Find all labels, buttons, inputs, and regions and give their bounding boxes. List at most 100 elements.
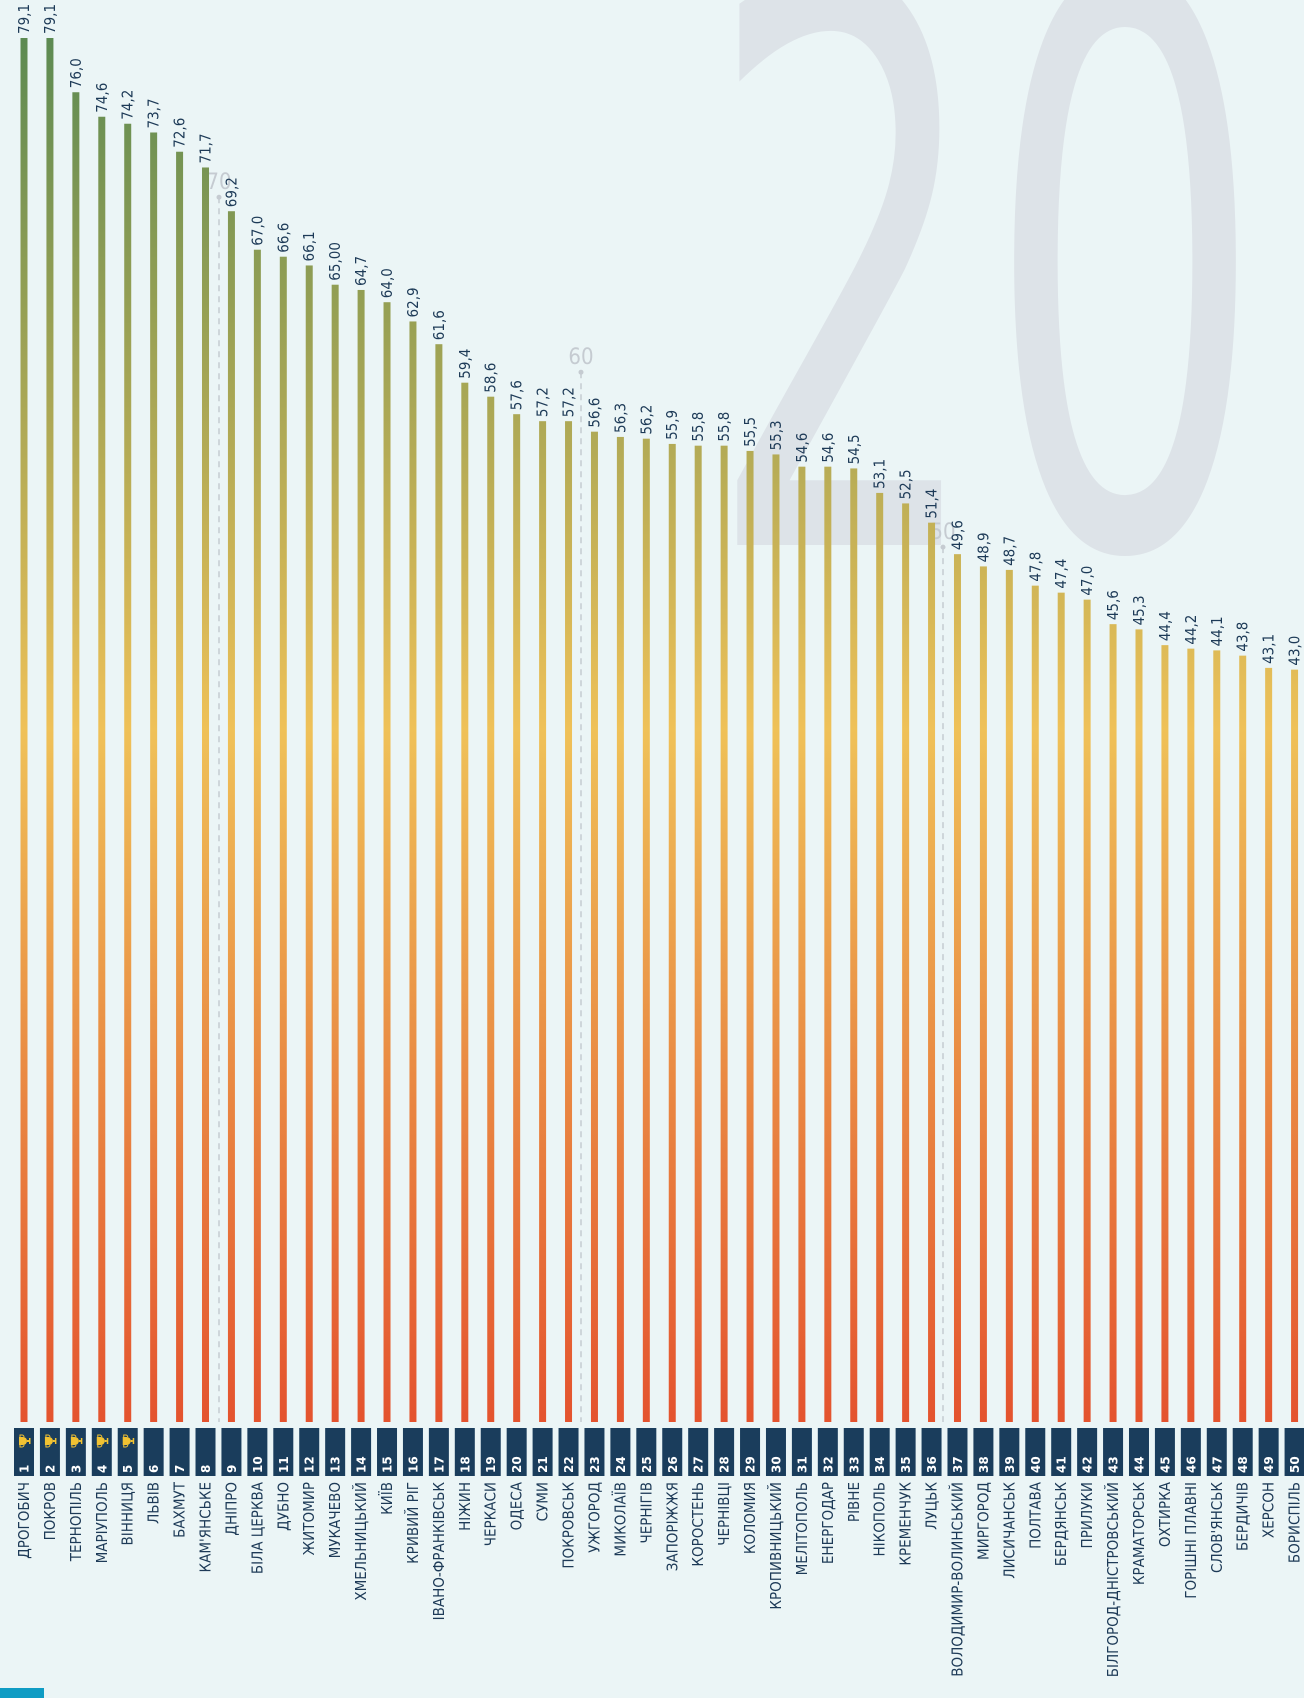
city-label: СУМИ xyxy=(534,1482,552,1521)
rank-number: 4 xyxy=(95,1465,109,1473)
trophy-icon xyxy=(19,1434,31,1448)
rank-number: 17 xyxy=(432,1456,446,1473)
rank-badge xyxy=(1154,1428,1175,1476)
city-label: ДРОГОБИЧ xyxy=(15,1482,33,1559)
city-label: МИКОЛАЇВ xyxy=(610,1482,629,1557)
city-label: НІКОПОЛЬ xyxy=(871,1482,889,1557)
rank-number: 48 xyxy=(1236,1456,1250,1473)
rank-badge xyxy=(402,1428,423,1476)
city-label: ЛИСИЧАНСЬК xyxy=(1000,1482,1018,1579)
city-label: МЕЛІТОПОЛЬ xyxy=(793,1482,811,1575)
corner-accent xyxy=(0,1688,44,1698)
rank-number: 30 xyxy=(769,1456,783,1473)
bar xyxy=(435,344,443,1422)
rank-badge xyxy=(999,1428,1020,1476)
bar xyxy=(1005,569,1013,1422)
rank-number: 13 xyxy=(329,1456,343,1473)
value-label: 74,6 xyxy=(93,83,111,113)
bar xyxy=(616,436,624,1422)
rank-badge xyxy=(765,1428,786,1476)
city-label: ТЕРНОПІЛЬ xyxy=(67,1482,85,1562)
rank-number: 49 xyxy=(1262,1456,1276,1473)
city-label: БОРИСПІЛЬ xyxy=(1286,1482,1304,1563)
bar xyxy=(72,92,80,1422)
city-label: ЧЕРНІВЦІ xyxy=(715,1482,733,1546)
rank-badge xyxy=(921,1428,942,1476)
rank-number: 20 xyxy=(510,1456,524,1473)
bar xyxy=(383,302,391,1422)
value-label: 61,6 xyxy=(430,310,448,340)
rank-number: 2 xyxy=(43,1465,57,1473)
rank-badge xyxy=(299,1428,320,1476)
city-label: ЗАПОРІЖЖЯ xyxy=(663,1482,681,1571)
bar xyxy=(642,438,650,1422)
bar xyxy=(694,445,702,1422)
rank-badge xyxy=(325,1428,346,1476)
rank-badge xyxy=(1025,1428,1046,1476)
rank-badge xyxy=(532,1428,553,1476)
value-label: 56,3 xyxy=(611,403,629,433)
rank-number: 35 xyxy=(899,1456,913,1473)
value-label: 47,8 xyxy=(1026,552,1044,582)
rank-number: 43 xyxy=(1107,1456,1121,1473)
bar xyxy=(46,38,54,1422)
rank-number: 45 xyxy=(1158,1456,1172,1473)
value-label: 43,1 xyxy=(1260,634,1278,664)
city-label: БЕРДИЧІВ xyxy=(1234,1482,1252,1551)
value-label: 67,0 xyxy=(248,216,266,246)
city-label: ПОКРОВСЬК xyxy=(560,1482,578,1569)
city-label: КРАМАТОРСЬК xyxy=(1130,1482,1148,1586)
rank-badge xyxy=(558,1428,579,1476)
city-label: БАХМУТ xyxy=(171,1481,189,1538)
gridline-label: 70 xyxy=(206,170,231,195)
value-label: 59,4 xyxy=(456,349,474,379)
city-label: ВОЛОДИМИР-ВОЛИНСЬКИЙ xyxy=(947,1482,966,1677)
rank-number: 16 xyxy=(406,1456,420,1473)
city-label: ЛЬВІВ xyxy=(145,1482,163,1524)
bar xyxy=(1291,669,1299,1422)
bar xyxy=(227,211,235,1422)
value-label: 55,8 xyxy=(689,412,707,442)
rank-badge xyxy=(1128,1428,1149,1476)
rank-badge xyxy=(1284,1428,1304,1476)
city-label: ГОРІШНІ ПЛАВНІ xyxy=(1182,1482,1200,1599)
rank-badge xyxy=(662,1428,683,1476)
rank-number: 41 xyxy=(1055,1456,1069,1473)
rank-badge xyxy=(947,1428,968,1476)
bar xyxy=(720,445,728,1422)
city-label: КРИВИЙ РІГ xyxy=(403,1482,422,1564)
bar xyxy=(305,265,313,1422)
rank-number: 23 xyxy=(588,1456,602,1473)
rank-number: 26 xyxy=(666,1456,680,1473)
city-label: ЖИТОМИР xyxy=(300,1482,318,1555)
city-label: УЖГОРОД xyxy=(585,1482,603,1553)
rank-number: 5 xyxy=(121,1465,135,1473)
rank-badge xyxy=(1206,1428,1227,1476)
rank-badge xyxy=(688,1428,709,1476)
value-label: 76,0 xyxy=(67,58,85,88)
rank-badge xyxy=(1051,1428,1072,1476)
rank-badges: 1 2 3 4 5 6 7 8 9 10 11 12 13 14 15 16 17 18 19 20 21 22 23 24 2… xyxy=(14,1428,1304,1476)
rank-number: 34 xyxy=(873,1456,887,1473)
city-label: РІВНЕ xyxy=(845,1482,863,1522)
bar xyxy=(150,132,158,1423)
city-label: КРЕМЕНЧУК xyxy=(897,1482,915,1566)
bar xyxy=(772,454,780,1422)
bar xyxy=(824,466,832,1422)
value-label: 73,7 xyxy=(145,98,163,128)
rank-number: 25 xyxy=(640,1456,654,1473)
rank-badge xyxy=(610,1428,631,1476)
rank-badge xyxy=(480,1428,501,1476)
city-label: КРОПИВНИЦЬКИЙ xyxy=(766,1482,785,1610)
city-label: ІВАНО-ФРАНКІВСЬК xyxy=(430,1482,448,1621)
rank-number: 1 xyxy=(18,1465,32,1473)
bar xyxy=(98,116,106,1422)
value-label: 55,9 xyxy=(663,410,681,440)
city-label: ПРИЛУКИ xyxy=(1078,1482,1096,1548)
value-label: 55,3 xyxy=(767,420,785,450)
rank-badge xyxy=(377,1428,398,1476)
rank-number: 9 xyxy=(225,1465,239,1473)
value-label: 43,0 xyxy=(1286,636,1304,666)
rank-number: 27 xyxy=(692,1456,706,1473)
rank-badge xyxy=(351,1428,372,1476)
